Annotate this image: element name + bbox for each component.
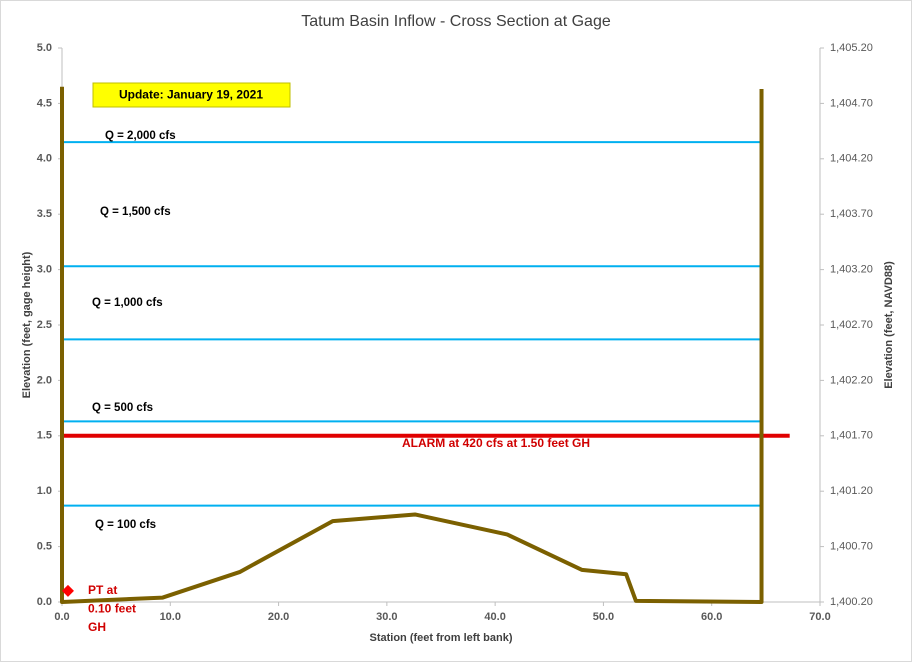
y2-tick-label: 1,404.70	[830, 97, 873, 109]
y2-tick-label: 1,405.20	[830, 42, 873, 54]
update-note: Update: January 19, 2021	[119, 88, 263, 102]
y-tick-label: 0.5	[37, 541, 52, 553]
update-box	[92, 82, 291, 108]
y-tick-label: 5.0	[37, 42, 52, 54]
y2-tick-label: 1,404.20	[830, 153, 873, 165]
sensor-label: PT at	[88, 583, 117, 597]
x-tick-label: 20.0	[268, 611, 289, 623]
x-tick-label: 60.0	[701, 611, 722, 623]
y2-tick-label: 1,400.20	[830, 596, 873, 608]
cross-section-line	[60, 86, 764, 604]
flow-level-label: Q = 500 cfs	[92, 402, 153, 414]
alarm-label: ALARM at 420 cfs at 1.50 feet GH	[402, 436, 590, 450]
y2-tick-label: 1,403.70	[830, 208, 873, 220]
sensor-label: 0.10 feet	[88, 602, 136, 616]
y-axis-label: Elevation (feet, gage height)	[21, 251, 33, 398]
y-tick-label: 2.0	[37, 374, 52, 386]
y2-tick-label: 1,403.20	[830, 264, 873, 276]
y-tick-label: 4.5	[37, 97, 52, 109]
x-tick-label: 50.0	[593, 611, 614, 623]
x-tick-label: 30.0	[376, 611, 397, 623]
y-tick-label: 0.0	[37, 596, 52, 608]
y-tick-label: 1.5	[37, 430, 52, 442]
y-tick-label: 2.5	[37, 319, 52, 331]
flow-level-label: Q = 2,000 cfs	[105, 130, 176, 142]
y-tick-label: 3.5	[37, 208, 52, 220]
y-tick-label: 1.0	[37, 485, 52, 497]
sensor-marker	[61, 584, 74, 597]
flow-level-label: Q = 100 cfs	[95, 519, 156, 531]
y2-tick-label: 1,401.70	[830, 430, 873, 442]
flow-level-label: Q = 1,000 cfs	[92, 297, 163, 309]
y2-axis-label: Elevation (feet, NAVD88)	[883, 261, 895, 389]
y2-tick-label: 1,401.20	[830, 485, 873, 497]
y2-tick-label: 1,402.20	[830, 374, 873, 386]
chart-title: Tatum Basin Inflow - Cross Section at Ga…	[301, 13, 611, 30]
y2-tick-label: 1,402.70	[830, 319, 873, 331]
y-tick-label: 3.0	[37, 264, 52, 276]
sensor-label: GH	[88, 620, 106, 634]
x-axis-label: Station (feet from left bank)	[369, 632, 512, 644]
y-tick-label: 4.0	[37, 153, 52, 165]
flow-level-label: Q = 1,500 cfs	[100, 206, 171, 218]
x-tick-label: 70.0	[809, 611, 830, 623]
x-tick-label: 0.0	[54, 611, 69, 623]
x-tick-label: 40.0	[484, 611, 505, 623]
x-tick-label: 10.0	[160, 611, 181, 623]
y2-tick-label: 1,400.70	[830, 541, 873, 553]
